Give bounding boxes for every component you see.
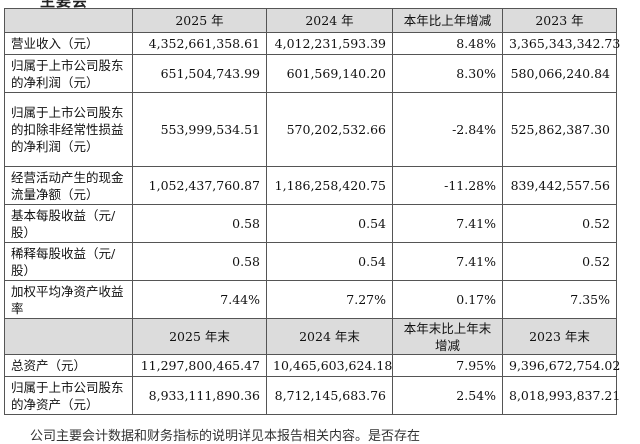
row-label: 加权平均净资产收益率 [4,280,133,319]
value-change: 7.41% [392,242,503,281]
row-label: 归属于上市公司股东的扣除非经常性损益的净利润（元） [4,92,133,167]
value-2025: 4,352,661,358.61 [132,32,267,55]
row-label: 归属于上市公司股东的净资产（元） [4,376,133,415]
header-row-year-end: 2025 年末 2024 年末 本年末比上年末增减 2023 年末 [4,318,617,355]
value-2024: 601,569,140.20 [266,54,393,93]
header-2025-end: 2025 年末 [132,318,267,355]
value-2025: 553,999,534.51 [132,92,267,167]
value-change: -11.28% [392,166,503,205]
value-change: 0.17% [392,280,503,319]
value-2024: 7.27% [266,280,393,319]
header-change-end: 本年末比上年末增减 [392,318,503,355]
value-2023: 0.52 [502,204,617,243]
header-2023: 2023 年 [502,8,617,33]
value-change: 2.54% [392,376,503,415]
value-2024: 4,012,231,593.39 [266,32,393,55]
header-2025: 2025 年 [132,8,267,33]
value-2025: 0.58 [132,242,267,281]
value-2024: 570,202,532.66 [266,92,393,167]
table-row: 经营活动产生的现金流量净额（元） 1,052,437,760.87 1,186,… [4,166,617,205]
value-2024: 8,712,145,683.76 [266,376,393,415]
value-2023: 839,442,557.56 [502,166,617,205]
value-2024: 10,465,603,624.18 [266,354,393,377]
value-2023: 0.52 [502,242,617,281]
value-2025: 7.44% [132,280,267,319]
value-change: 7.95% [392,354,503,377]
value-change: 7.41% [392,204,503,243]
value-2025: 11,297,800,465.47 [132,354,267,377]
value-2024: 0.54 [266,242,393,281]
value-change: 8.30% [392,54,503,93]
value-2025: 1,052,437,760.87 [132,166,267,205]
table-row: 归属于上市公司股东的净资产（元） 8,933,111,890.36 8,712,… [4,376,620,415]
table-row: 总资产（元） 11,297,800,465.47 10,465,603,624.… [4,354,620,377]
header-empty-cell [4,8,133,33]
value-2023: 8,018,993,837.21 [502,376,620,415]
header-2024: 2024 年 [266,8,393,33]
value-2024: 0.54 [266,204,393,243]
row-label: 营业收入（元） [4,32,133,55]
table-row: 加权平均净资产收益率 7.44% 7.27% 0.17% 7.35% [4,280,617,319]
financial-data-table: 2025 年 2024 年 本年比上年增减 2023 年 营业收入（元） 4,3… [4,8,620,415]
table-row: 基本每股收益（元/股） 0.58 0.54 7.41% 0.52 [4,204,617,243]
header-2023-end: 2023 年末 [502,318,617,355]
section-heading-fragment: 主要会 [40,0,89,10]
header-row-annual: 2025 年 2024 年 本年比上年增减 2023 年 [4,8,617,33]
table-row: 归属于上市公司股东的扣除非经常性损益的净利润（元） 553,999,534.51… [4,92,617,167]
row-label: 基本每股收益（元/股） [4,204,133,243]
value-change: 8.48% [392,32,503,55]
header-empty-cell [4,318,133,355]
row-label: 归属于上市公司股东的净利润（元） [4,54,133,93]
value-2025: 0.58 [132,204,267,243]
value-2023: 580,066,240.84 [502,54,617,93]
table-row: 营业收入（元） 4,352,661,358.61 4,012,231,593.3… [4,32,620,55]
value-change: -2.84% [392,92,503,167]
value-2024: 1,186,258,420.75 [266,166,393,205]
row-label: 稀释每股收益（元/股） [4,242,133,281]
value-2023: 9,396,672,754.02 [502,354,620,377]
value-2023: 7.35% [502,280,617,319]
header-change: 本年比上年增减 [392,8,503,33]
value-2023: 525,862,387.30 [502,92,617,167]
value-2023: 3,365,343,342.73 [502,32,620,55]
value-2025: 8,933,111,890.36 [132,376,267,415]
value-2025: 651,504,743.99 [132,54,267,93]
row-label: 经营活动产生的现金流量净额（元） [4,166,133,205]
header-2024-end: 2024 年末 [266,318,393,355]
table-row: 稀释每股收益（元/股） 0.58 0.54 7.41% 0.52 [4,242,617,281]
row-label: 总资产（元） [4,354,133,377]
table-row: 归属于上市公司股东的净利润（元） 651,504,743.99 601,569,… [4,54,617,93]
